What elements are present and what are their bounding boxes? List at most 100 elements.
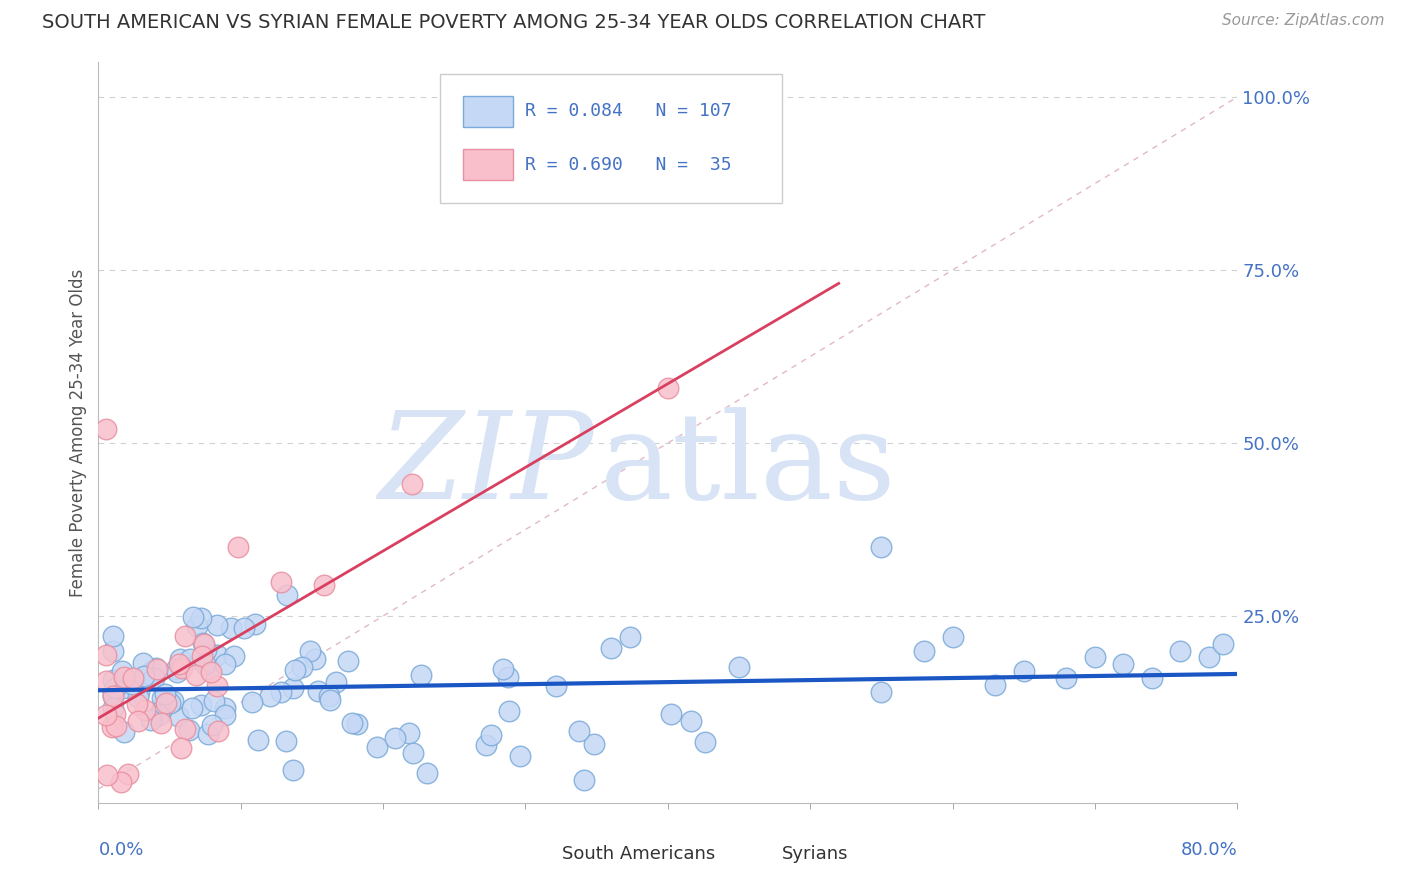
Point	[401, 476, 423, 491]
Point	[111, 664, 134, 678]
Point	[111, 681, 134, 695]
Point	[167, 657, 190, 671]
Point	[112, 670, 135, 684]
Point	[214, 701, 236, 715]
Point	[193, 636, 215, 650]
Point	[498, 704, 520, 718]
Point	[657, 381, 679, 395]
Point	[1112, 657, 1135, 672]
Point	[409, 667, 432, 681]
Point	[96, 768, 118, 782]
Point	[167, 709, 190, 723]
Point	[544, 680, 567, 694]
Point	[281, 681, 304, 696]
Point	[101, 644, 124, 658]
Text: 80.0%: 80.0%	[1181, 841, 1237, 859]
Point	[149, 716, 172, 731]
Point	[179, 723, 201, 738]
Point	[169, 651, 191, 665]
Point	[942, 630, 965, 644]
Point	[319, 693, 342, 707]
Y-axis label: Female Poverty Among 25-34 Year Olds: Female Poverty Among 25-34 Year Olds	[69, 268, 87, 597]
Point	[728, 660, 751, 674]
Point	[121, 676, 143, 690]
Point	[207, 679, 229, 693]
FancyBboxPatch shape	[463, 95, 513, 127]
Point	[291, 660, 314, 674]
Text: 0.0%: 0.0%	[98, 841, 143, 859]
Point	[496, 670, 519, 684]
Point	[155, 687, 177, 701]
Point	[190, 610, 212, 624]
Point	[226, 540, 249, 554]
Point	[281, 764, 304, 778]
Point	[173, 629, 195, 643]
Point	[1170, 643, 1192, 657]
Point	[232, 621, 254, 635]
Point	[284, 663, 307, 677]
Text: atlas: atlas	[599, 408, 896, 524]
Point	[1212, 637, 1234, 651]
Point	[224, 649, 246, 664]
Text: Source: ZipAtlas.com: Source: ZipAtlas.com	[1222, 13, 1385, 29]
Point	[170, 740, 193, 755]
FancyBboxPatch shape	[440, 73, 782, 203]
Point	[145, 661, 167, 675]
Point	[122, 671, 145, 685]
Point	[127, 698, 149, 712]
Point	[318, 690, 340, 704]
Point	[492, 662, 515, 676]
Point	[479, 728, 502, 742]
Point	[195, 642, 218, 657]
Point	[984, 678, 1007, 692]
Point	[346, 717, 368, 731]
Point	[127, 714, 149, 728]
Point	[101, 690, 124, 704]
Point	[1140, 671, 1163, 685]
Point	[146, 662, 169, 676]
Point	[179, 652, 201, 666]
Text: SOUTH AMERICAN VS SYRIAN FEMALE POVERTY AMONG 25-34 YEAR OLDS CORRELATION CHART: SOUTH AMERICAN VS SYRIAN FEMALE POVERTY …	[42, 13, 986, 32]
Point	[194, 657, 217, 671]
Point	[325, 675, 347, 690]
Point	[94, 422, 117, 436]
Point	[240, 695, 263, 709]
Point	[270, 685, 292, 699]
Point	[201, 718, 224, 732]
Point	[186, 619, 208, 633]
Point	[205, 648, 228, 662]
Point	[150, 690, 173, 705]
Point	[214, 657, 236, 671]
Point	[402, 746, 425, 760]
Point	[1056, 671, 1078, 685]
Point	[337, 654, 360, 668]
Point	[200, 665, 222, 679]
Point	[243, 616, 266, 631]
Point	[342, 715, 364, 730]
Point	[112, 725, 135, 739]
Point	[173, 722, 195, 736]
Point	[166, 665, 188, 679]
Point	[117, 767, 139, 781]
Point	[307, 684, 329, 698]
Point	[298, 644, 321, 658]
Point	[1198, 650, 1220, 665]
Point	[870, 540, 893, 554]
Point	[202, 693, 225, 707]
Point	[155, 696, 177, 710]
Point	[304, 652, 326, 666]
Point	[384, 731, 406, 745]
Point	[94, 674, 117, 689]
Point	[128, 685, 150, 699]
Point	[101, 720, 124, 734]
Point	[366, 739, 388, 754]
Point	[205, 618, 228, 632]
Point	[134, 703, 156, 717]
Text: R = 0.690   N =  35: R = 0.690 N = 35	[526, 155, 733, 174]
Point	[127, 690, 149, 705]
Point	[184, 668, 207, 682]
Point	[583, 737, 606, 751]
Point	[110, 775, 132, 789]
Point	[1084, 650, 1107, 665]
Point	[270, 574, 292, 589]
